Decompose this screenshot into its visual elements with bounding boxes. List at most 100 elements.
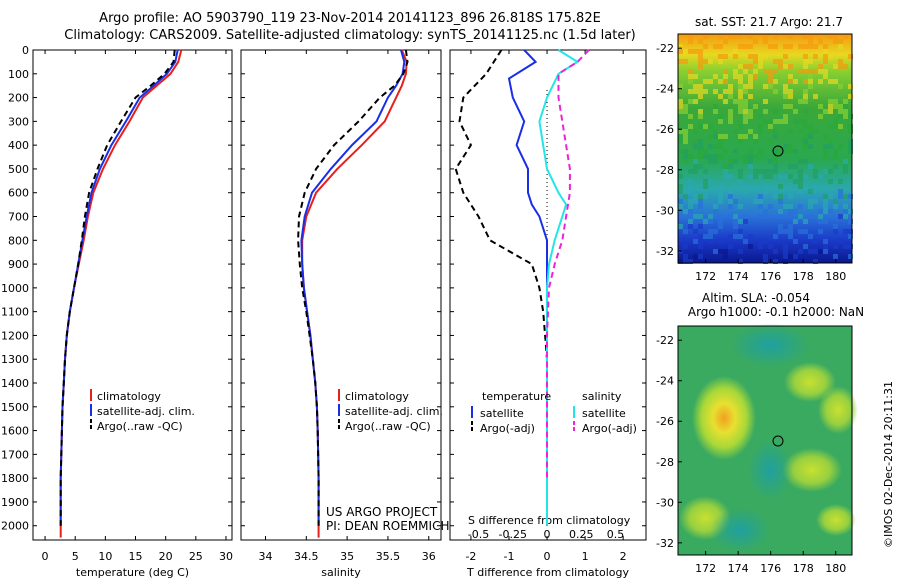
sst-pixel: [788, 149, 793, 154]
sst-pixel: [698, 59, 703, 64]
sst-pixel: [778, 194, 783, 199]
sst-pixel: [688, 99, 693, 104]
sst-pixel: [803, 174, 808, 179]
sst-pixel: [698, 204, 703, 209]
sst-pixel: [698, 54, 703, 59]
sst-pixel: [748, 149, 753, 154]
sst-pixel: [693, 74, 698, 79]
sst-pixel: [753, 134, 758, 139]
sst-pixel: [823, 219, 828, 224]
sst-pixel: [788, 79, 793, 84]
sst-pixel: [783, 54, 788, 59]
sst-pixel: [798, 169, 803, 174]
y-tick-label: 1400: [1, 377, 29, 390]
sst-pixel: [783, 44, 788, 49]
sst-pixel: [718, 219, 723, 224]
sst-map-frame: [677, 33, 853, 264]
sst-pixel: [713, 134, 718, 139]
sst-pixel: [683, 154, 688, 159]
map-x-tick-label: 174: [728, 562, 749, 575]
sst-pixel: [738, 134, 743, 139]
difference-panel: -2 -1 0 1 2 T difference from climatology S di…: [449, 49, 647, 579]
sst-pixel: [828, 109, 833, 114]
sst-pixel: [833, 119, 838, 124]
sst-pixel: [713, 89, 718, 94]
y-tick-label: 100: [8, 68, 29, 81]
sst-pixel: [823, 149, 828, 154]
sst-pixel: [693, 84, 698, 89]
sst-pixel: [788, 129, 793, 134]
sst-pixel: [783, 89, 788, 94]
sst-pixel: [678, 139, 683, 144]
sst-pixel: [823, 154, 828, 159]
sst-pixel: [698, 139, 703, 144]
legend-entry: climatology: [345, 390, 409, 403]
sst-pixel: [783, 244, 788, 249]
map-y-tick-label: -32: [656, 245, 674, 258]
top-tick-label: -0.5: [468, 528, 489, 541]
x-tick-label: 25: [189, 550, 203, 563]
sst-pixel: [683, 254, 688, 259]
sst-pixel: [803, 144, 808, 149]
sst-pixel: [788, 74, 793, 79]
sst-pixel: [683, 59, 688, 64]
series-line-2: [538, 49, 580, 526]
sst-pixel: [803, 54, 808, 59]
sst-pixel: [808, 79, 813, 84]
sst-pixel: [798, 174, 803, 179]
sst-pixel: [698, 49, 703, 54]
sst-pixel: [813, 184, 818, 189]
sst-pixel: [803, 134, 808, 139]
sst-pixel: [753, 174, 758, 179]
sst-pixel: [748, 64, 753, 69]
side-stamp: ©IMOS 02-Dec-2014 20:11:31: [882, 381, 895, 548]
sst-pixel: [763, 34, 768, 39]
sst-pixel: [788, 94, 793, 99]
sst-pixel: [718, 249, 723, 254]
legend-entry: Argo(..raw -QC): [97, 420, 183, 433]
map-x-tick-label: 176: [760, 562, 781, 575]
sst-pixel: [713, 109, 718, 114]
x-tick-label: 0: [544, 550, 551, 563]
sst-pixel: [758, 169, 763, 174]
sst-pixel: [678, 84, 683, 89]
sst-pixel: [748, 129, 753, 134]
sst-pixel: [763, 169, 768, 174]
y-tick-label: 900: [8, 258, 29, 271]
map-x-tick-label: 174: [728, 270, 749, 283]
sst-pixel: [813, 44, 818, 49]
sst-pixel: [748, 79, 753, 84]
sst-pixel: [713, 129, 718, 134]
sst-pixel: [703, 179, 708, 184]
sst-pixel: [743, 84, 748, 89]
sst-pixel: [698, 239, 703, 244]
sst-pixel: [828, 194, 833, 199]
sst-pixel: [828, 54, 833, 59]
sst-pixel: [803, 244, 808, 249]
sst-pixel: [833, 154, 838, 159]
sst-pixel: [783, 174, 788, 179]
sst-pixel: [813, 129, 818, 134]
legend-entry: Argo(..raw -QC): [345, 420, 431, 433]
sst-pixel: [708, 214, 713, 219]
sst-pixel: [788, 144, 793, 149]
sst-pixel: [778, 224, 783, 229]
sst-pixel: [683, 209, 688, 214]
sst-pixel: [788, 214, 793, 219]
sst-pixel: [798, 129, 803, 134]
sst-pixel: [753, 69, 758, 74]
series-line-2: [59, 49, 176, 526]
sst-pixel: [793, 209, 798, 214]
y-tick-label: 500: [8, 163, 29, 176]
sst-pixel: [748, 159, 753, 164]
sst-pixel: [683, 194, 688, 199]
sst-pixel: [848, 144, 853, 149]
sst-pixel: [708, 59, 713, 64]
sst-pixel: [768, 139, 773, 144]
sst-pixel: [793, 149, 798, 154]
sst-pixel: [813, 169, 818, 174]
sst-pixel: [818, 104, 823, 109]
map-x-tick-label: 176: [760, 270, 781, 283]
sst-pixel: [723, 54, 728, 59]
